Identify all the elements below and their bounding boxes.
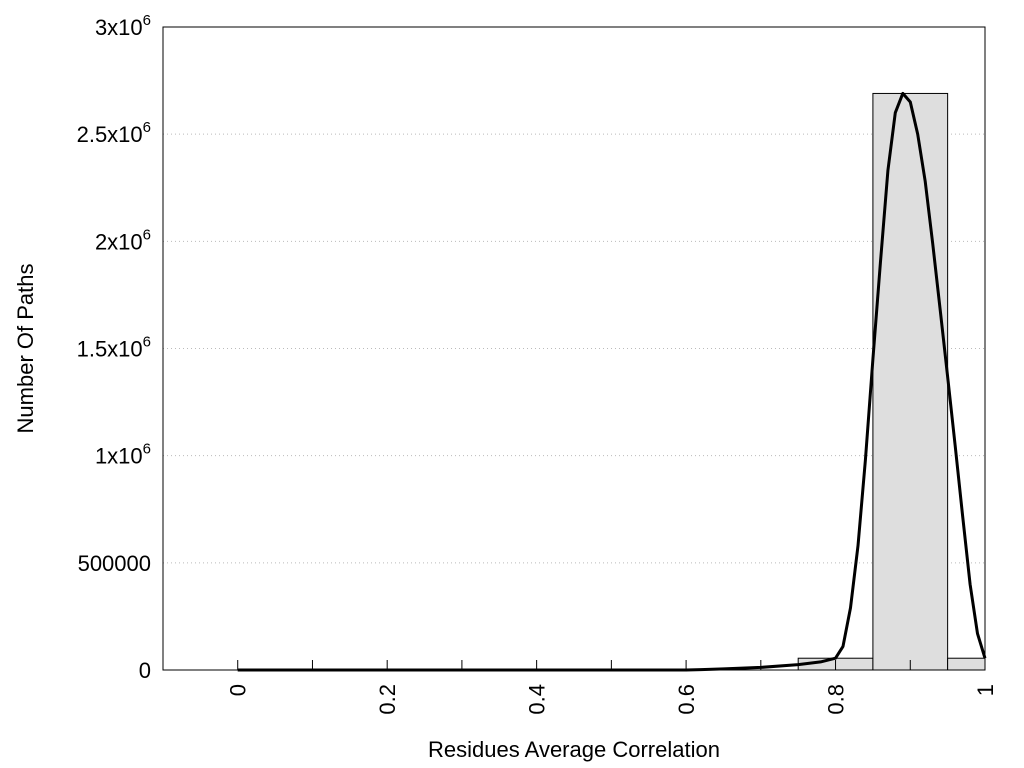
y-tick-label: 500000 [78, 551, 151, 576]
y-tick-label: 2.5x106 [77, 119, 151, 147]
x-tick-label: 0.4 [525, 684, 550, 715]
bars-layer [797, 92, 986, 671]
grid-layer [163, 133, 985, 564]
y-tick-label: 1.5x106 [77, 334, 151, 362]
y-axis-label: Number Of Paths [13, 264, 38, 434]
x-axis: 0 0.2 0.4 0.6 0.8 1 [226, 660, 998, 715]
y-tick-label: 3x106 [95, 12, 151, 40]
x-tick-label: 0.2 [375, 684, 400, 715]
x-tick-label: 0.6 [674, 684, 699, 715]
x-tick-label: 0 [226, 684, 251, 696]
x-tick-label: 1 [973, 684, 998, 696]
y-tick-label: 2x106 [95, 226, 151, 254]
y-tick-label: 1x106 [95, 441, 151, 469]
plot-frame [162, 26, 986, 671]
histogram-bar [872, 92, 949, 671]
y-axis: 0 500000 1x106 1.5x106 2x106 2.5x106 3x106 [77, 12, 151, 683]
x-axis-label: Residues Average Correlation [428, 737, 720, 762]
x-tick-label: 0.8 [824, 684, 849, 715]
histogram-bar [947, 657, 986, 671]
y-tick-label: 0 [139, 658, 151, 683]
